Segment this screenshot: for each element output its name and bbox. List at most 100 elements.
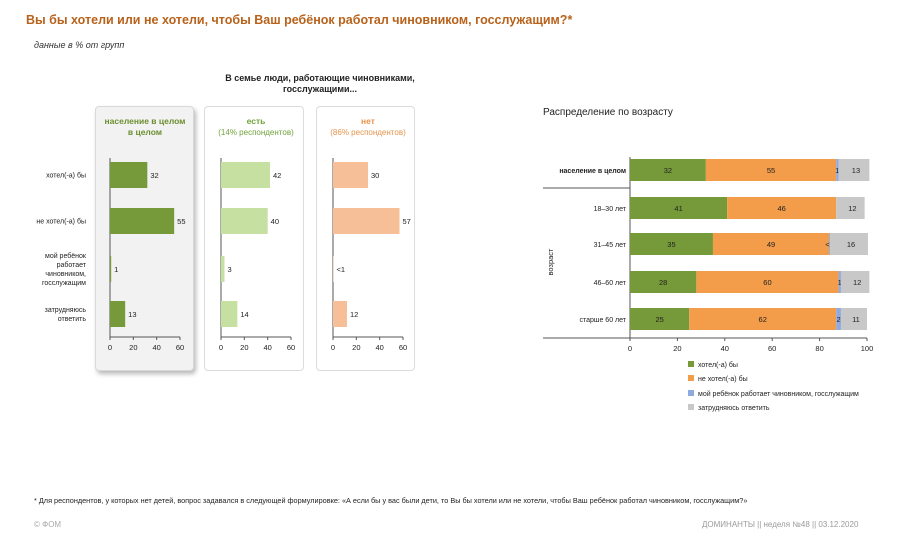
legend-swatch-3 [688, 404, 694, 410]
panel-2-tick-label-3: 60 [399, 343, 407, 352]
footnote: * Для респондентов, у которых нет детей,… [34, 496, 748, 505]
panel-2-tick-label-2: 40 [375, 343, 383, 352]
bar-panel1-row3 [221, 301, 238, 327]
legend-swatch-1 [688, 375, 694, 381]
stacked-bar-row0-s1 [705, 159, 837, 181]
legend-label-2: мой ребёнок работает чиновником, госслуж… [698, 390, 859, 398]
stacked-bar-row3-s2 [838, 271, 841, 293]
bar-panel2-row0 [333, 162, 368, 188]
bar-panel2-row1 [333, 208, 400, 234]
age-tick-label-0: 0 [628, 344, 632, 353]
age-y-axis-label: возраст [546, 248, 555, 276]
stacked-bar-row2-s3 [830, 233, 868, 255]
stacked-bar-row4-s0 [630, 308, 690, 330]
panel-1-tick-label-1: 20 [240, 343, 248, 352]
category-label-3: затрудняюсь ответить [45, 307, 87, 323]
stacked-label-row0-s3: 13 [852, 166, 860, 175]
bar-panel2-row3 [333, 301, 347, 327]
panel-2-tick-label-0: 0 [331, 343, 335, 352]
panel-1-tick-label-2: 40 [263, 343, 271, 352]
value-label-panel0-row1: 55 [177, 217, 185, 226]
stacked-label-row4-s1: 62 [759, 315, 767, 324]
page-subtitle: данные в % от групп [34, 40, 125, 50]
stacked-label-row4-s3: 11 [852, 315, 860, 324]
page-title: Вы бы хотели или не хотели, чтобы Ваш ре… [26, 13, 573, 27]
panel-2-tick-label-1: 20 [352, 343, 360, 352]
panel-subtitle-2: (86% респондентов) [330, 128, 406, 137]
value-label-panel2-row2: <1 [336, 265, 345, 274]
stacked-bar-row2-s2 [829, 233, 831, 255]
panel-1-tick-label-3: 60 [287, 343, 295, 352]
value-label-panel1-row1: 40 [271, 217, 279, 226]
stacked-bar-row2-s0 [630, 233, 713, 255]
stacked-label-row4-s2: 2 [836, 315, 840, 324]
stacked-bar-row4-s1 [689, 308, 837, 330]
stacked-label-row0-s2: 1 [835, 166, 839, 175]
value-label-panel1-row3: 14 [240, 310, 248, 319]
age-category-label-0: население в целом [559, 168, 626, 175]
stacked-label-row2-s3: 16 [847, 240, 855, 249]
panel-title-line2-0: в целом [128, 127, 162, 137]
stacked-bar-row0-s3 [838, 159, 870, 181]
bar-panel0-row2 [110, 256, 112, 282]
value-label-panel2-row1: 57 [403, 217, 411, 226]
bar-panel1-row2 [221, 256, 225, 282]
age-category-label-2: 31–45 лет [594, 242, 627, 249]
stacked-label-row2-s1: 49 [767, 240, 775, 249]
stacked-bar-row3-s1 [696, 271, 839, 293]
age-category-label-3: 46–60 лет [594, 280, 627, 287]
stacked-bar-row0-s0 [630, 159, 706, 181]
stacked-label-row1-s1: 46 [778, 204, 786, 213]
panel-1-tick-label-0: 0 [219, 343, 223, 352]
age-tick-label-1: 20 [673, 344, 681, 353]
age-tick-label-2: 40 [721, 344, 729, 353]
panel-0-tick-label-1: 20 [129, 343, 137, 352]
stacked-bar-row0-s2 [836, 159, 839, 181]
stacked-bar-row1-s1 [727, 197, 837, 219]
stacked-label-row3-s0: 28 [659, 278, 667, 287]
age-tick-label-5: 100 [861, 344, 874, 353]
footer-issue-info: ДОМИНАНТЫ || неделя №48 || 03.12.2020 [702, 520, 859, 529]
legend-label-0: хотел(-а) бы [698, 361, 738, 369]
age-category-label-1: 18–30 лет [594, 206, 627, 213]
value-label-panel2-row0: 30 [371, 171, 379, 180]
copyright: © ФОМ [34, 520, 62, 529]
stacked-bar-row3-s3 [840, 271, 870, 293]
stacked-label-row2-s2: <1 [825, 240, 834, 249]
panel-0-tick-label-3: 60 [176, 343, 184, 352]
stacked-label-row3-s1: 60 [763, 278, 771, 287]
value-label-panel1-row2: 3 [228, 265, 232, 274]
bar-panel0-row3 [110, 301, 126, 327]
stacked-label-row1-s0: 41 [674, 204, 682, 213]
bar-panel1-row0 [221, 162, 270, 188]
panel-subtitle-1: (14% респондентов) [218, 128, 294, 137]
value-label-panel0-row0: 32 [150, 171, 158, 180]
panel-title-0: население в целом [105, 116, 186, 126]
age-chart-title: Распределение по возрасту [543, 107, 673, 118]
value-label-panel0-row2: 1 [114, 265, 118, 274]
legend-label-1: не хотел(-а) бы [698, 375, 748, 383]
stacked-bar-row1-s0 [630, 197, 728, 219]
age-tick-label-3: 60 [768, 344, 776, 353]
panel-0-tick-label-2: 40 [152, 343, 160, 352]
panel-no-officials [316, 106, 415, 371]
value-label-panel0-row3: 13 [128, 310, 136, 319]
stacked-bar-row4-s3 [840, 308, 867, 330]
stacked-label-row4-s0: 25 [655, 315, 663, 324]
panel-have-officials [204, 106, 304, 371]
stacked-label-row0-s0: 32 [664, 166, 672, 175]
stacked-label-row0-s1: 55 [767, 166, 775, 175]
stacked-bar-row2-s1 [712, 233, 830, 255]
stacked-label-row1-s3: 12 [848, 204, 856, 213]
bar-panel0-row1 [110, 208, 175, 234]
panel-title-2: нет [361, 116, 375, 126]
legend-swatch-0 [688, 361, 694, 367]
stacked-bar-row1-s3 [836, 197, 865, 219]
stacked-label-row3-s2: 1 [838, 278, 842, 287]
age-tick-label-4: 80 [815, 344, 823, 353]
value-label-panel1-row0: 42 [273, 171, 281, 180]
bar-panel1-row1 [221, 208, 268, 234]
legend-label-3: затрудняюсь ответить [698, 405, 770, 412]
